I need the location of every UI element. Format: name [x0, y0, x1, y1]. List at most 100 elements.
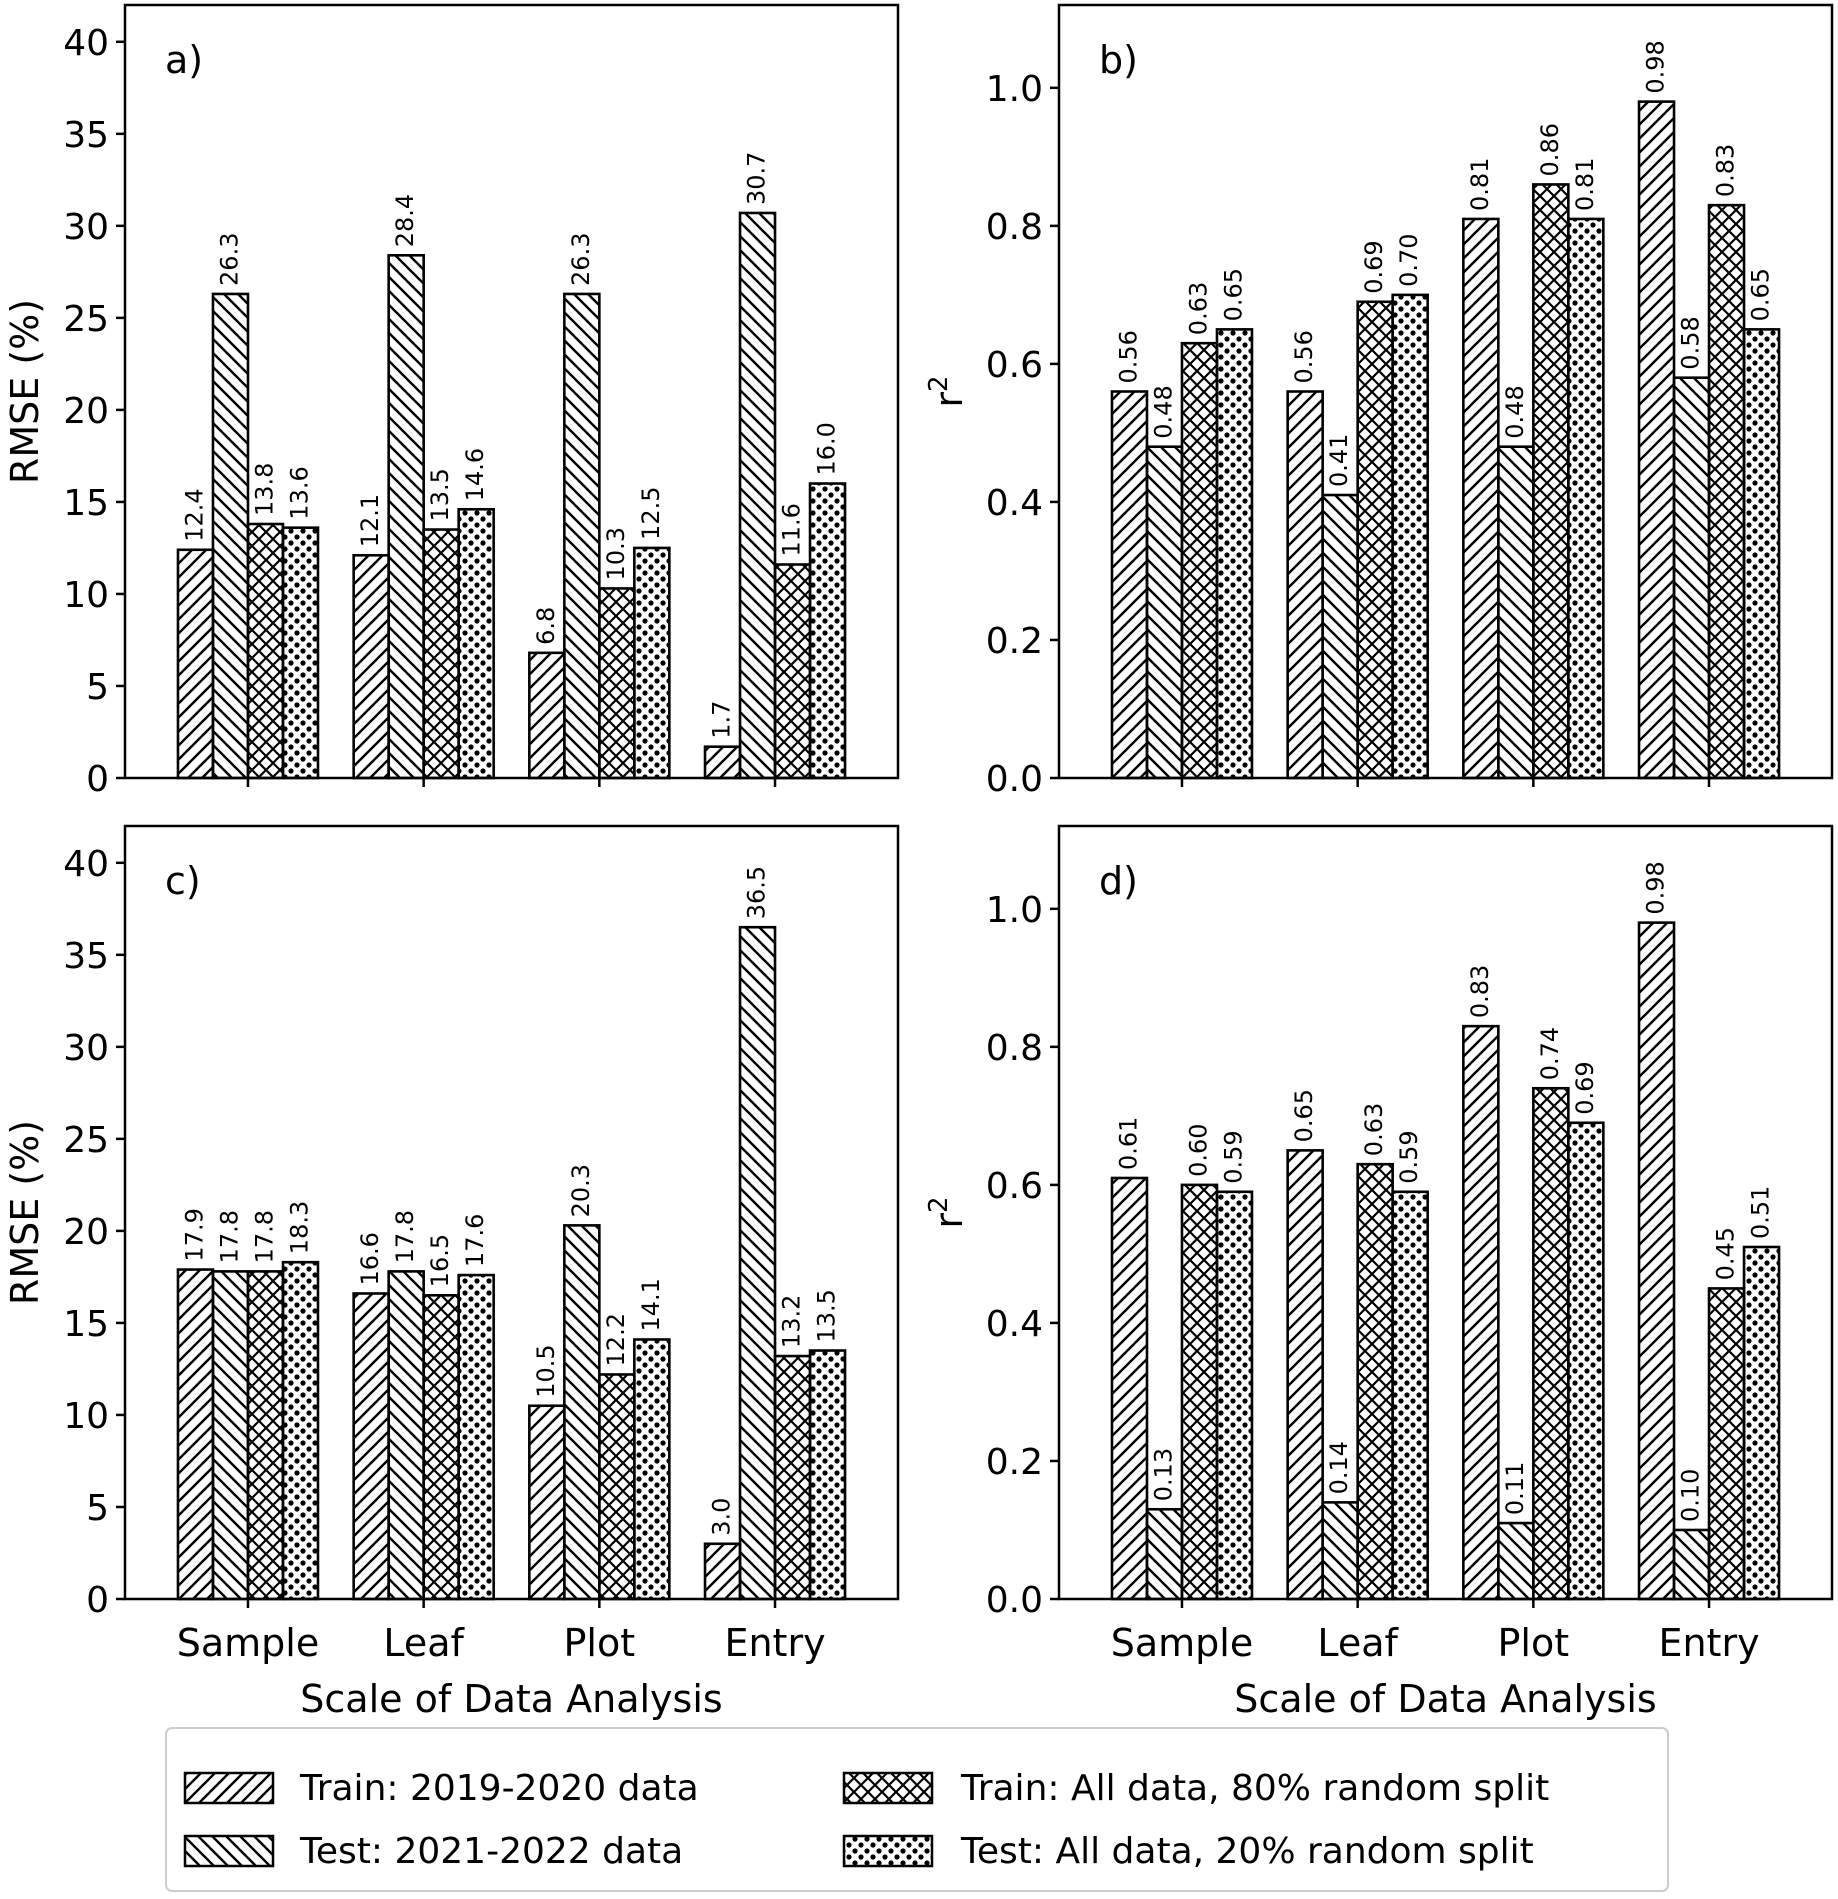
bar-train-all-80-plot	[1532, 183, 1570, 780]
legend-label-train-2019-2020: Train: 2019-2020 data	[299, 1768, 699, 1809]
data-label: 12.2	[602, 1313, 630, 1366]
data-label: 17.8	[250, 1210, 278, 1263]
x-tick-label: Leaf	[1317, 1621, 1399, 1665]
y-tick-label: 0	[86, 759, 109, 800]
data-label: 17.8	[215, 1210, 243, 1263]
bar-train-2019-2020-plot	[1462, 217, 1500, 780]
legend-swatch-train-all-80	[842, 1771, 934, 1805]
data-label: 13.8	[250, 463, 278, 516]
bar-train-2019-2020-sample	[176, 548, 215, 780]
y-tick-label: 1.0	[986, 69, 1043, 110]
data-label: 26.3	[567, 233, 595, 286]
bar-test-2021-2022-entry	[738, 211, 777, 780]
bar-train-2019-2020-entry	[703, 1542, 742, 1601]
y-axis-label: RMSE (%)	[3, 1120, 47, 1305]
data-label: 17.6	[461, 1214, 489, 1267]
data-label: 36.5	[743, 866, 771, 919]
data-label: 16.0	[813, 422, 841, 475]
y-tick-label: 5	[86, 667, 109, 708]
bar-train-2019-2020-plot	[1462, 1024, 1500, 1601]
legend-label-train-all-80: Train: All data, 80% random split	[960, 1768, 1549, 1809]
x-tick-label: Entry	[724, 1621, 825, 1665]
bar-test-2021-2022-leaf	[387, 1270, 425, 1601]
bar-test-all-20-leaf	[1391, 1190, 1429, 1601]
data-label: 0.86	[1536, 123, 1564, 176]
bar-test-all-20-leaf	[457, 507, 495, 780]
bar-test-2021-2022-leaf	[1321, 493, 1359, 780]
y-axis-label: RMSE (%)	[3, 299, 47, 484]
bar-test-all-20-entry	[808, 1349, 847, 1601]
bar-train-2019-2020-plot	[528, 651, 566, 780]
y-tick-label: 0.2	[986, 1442, 1043, 1483]
y-tick-label: 0.6	[986, 345, 1043, 386]
data-label: 0.65	[1219, 268, 1247, 321]
y-tick-label: 0.8	[986, 1028, 1043, 1069]
bar-train-all-80-entry	[773, 1354, 812, 1601]
x-tick-label: Sample	[1111, 1621, 1253, 1665]
bar-train-2019-2020-plot	[528, 1404, 566, 1601]
bar-test-2021-2022-plot	[563, 292, 601, 780]
y-tick-label: 1.0	[986, 890, 1043, 931]
y-tick-label: 30	[63, 207, 109, 248]
data-label: 0.48	[1501, 385, 1529, 438]
data-label: 0.13	[1149, 1448, 1177, 1501]
bar-train-all-80-leaf	[422, 528, 460, 780]
bar-test-2021-2022-leaf	[1321, 1501, 1359, 1601]
data-label: 20.3	[567, 1164, 595, 1217]
bar-test-2021-2022-entry	[1672, 376, 1711, 780]
y-tick-label: 40	[63, 844, 109, 885]
bar-train-all-80-plot	[598, 1373, 636, 1601]
bar-train-all-80-plot	[598, 587, 636, 780]
data-label: 0.60	[1184, 1123, 1212, 1176]
data-label: 0.10	[1677, 1469, 1705, 1522]
x-tick-label: Entry	[1658, 1621, 1759, 1665]
data-label: 18.3	[285, 1201, 313, 1254]
bar-test-all-20-entry	[808, 482, 847, 780]
bar-train-2019-2020-entry	[1637, 921, 1676, 1601]
y-tick-label: 25	[63, 299, 109, 340]
x-tick-label: Plot	[564, 1621, 636, 1665]
x-axis-label: Scale of Data Analysis	[1234, 1677, 1656, 1721]
bar-test-all-20-sample	[1215, 1190, 1254, 1601]
bar-test-all-20-entry	[1742, 328, 1781, 780]
bar-test-2021-2022-sample	[211, 1270, 250, 1601]
y-tick-label: 20	[63, 391, 109, 432]
bar-test-all-20-plot	[1567, 217, 1605, 780]
data-label: 0.59	[1219, 1130, 1247, 1183]
bar-train-2019-2020-sample	[176, 1268, 215, 1601]
data-label: 0.69	[1571, 1061, 1599, 1114]
data-label: 0.83	[1466, 965, 1494, 1018]
panel-a: 12.4 12.1 6.8 1.7 26.3 28.4 26.3 30.7 13.8 13.5 10…	[3, 3, 900, 800]
x-axis-label: Scale of Data Analysis	[300, 1677, 722, 1721]
plot-frame	[1057, 3, 1834, 780]
bar-test-2021-2022-plot	[563, 1224, 601, 1601]
bar-train-all-80-entry	[1707, 203, 1746, 780]
data-label: 16.6	[356, 1232, 384, 1285]
data-label: 0.74	[1536, 1027, 1564, 1080]
data-label: 0.48	[1149, 385, 1177, 438]
y-tick-label: 0.2	[986, 621, 1043, 662]
y-tick-label: 0.0	[986, 1580, 1043, 1621]
data-label: 12.1	[356, 494, 384, 547]
bar-test-2021-2022-sample	[211, 292, 250, 780]
bar-train-2019-2020-sample	[1110, 390, 1149, 780]
bar-train-2019-2020-leaf	[352, 554, 390, 780]
bar-test-2021-2022-plot	[1497, 1521, 1535, 1601]
bar-train-2019-2020-leaf	[1286, 390, 1324, 780]
y-axis-label-superscript: 2	[924, 1196, 954, 1213]
x-tick-label: Leaf	[383, 1621, 465, 1665]
data-label: 1.7	[708, 701, 736, 739]
bar-test-all-20-leaf	[1391, 293, 1429, 780]
data-label: 12.4	[180, 488, 208, 541]
y-tick-label: 35	[63, 936, 109, 977]
data-label: 14.1	[637, 1278, 665, 1331]
y-tick-label: 5	[86, 1488, 109, 1529]
x-tick-label: Sample	[177, 1621, 319, 1665]
plot-frame	[1057, 824, 1834, 1601]
data-label: 10.5	[532, 1344, 560, 1397]
data-label: 0.59	[1395, 1130, 1423, 1183]
y-tick-label: 0.0	[986, 759, 1043, 800]
data-label: 0.14	[1325, 1441, 1353, 1494]
data-label: 14.6	[461, 448, 489, 501]
